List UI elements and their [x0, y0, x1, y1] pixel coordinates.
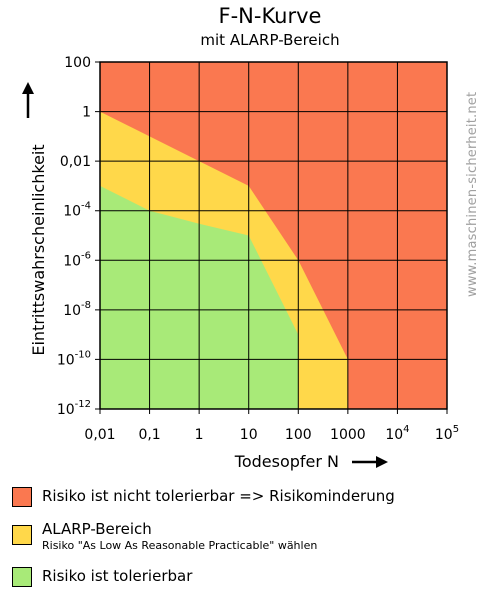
x-tick-label: 104: [385, 424, 409, 443]
x-tick-label: 0,01: [84, 427, 115, 443]
y-axis-label: Eintrittswahrscheinlichkeit: [29, 144, 48, 355]
legend-sublabel: Risiko "As Low As Reasonable Practicable…: [42, 539, 318, 552]
chart-subtitle: mit ALARP-Bereich: [200, 31, 340, 49]
legend-label: Risiko ist nicht tolerierbar => Risikomi…: [42, 487, 395, 505]
y-tick-label: 100: [64, 55, 91, 71]
plot-frame: [99, 61, 448, 410]
y-tick-label: 1: [82, 105, 91, 121]
legend-label: ALARP-Bereich: [42, 520, 152, 538]
legend-swatch: [12, 525, 32, 545]
legend-swatch: [12, 567, 32, 587]
x-axis-label: Todesopfer N: [234, 452, 339, 471]
x-axis-arrow-head: [376, 456, 388, 468]
watermark-text: www.maschinen-sicherheit.net: [465, 91, 480, 297]
y-tick-label: 10-4: [63, 201, 91, 220]
x-tick-label: 1000: [330, 427, 366, 443]
legend-swatch: [12, 487, 32, 507]
x-tick-label: 105: [435, 424, 459, 443]
legend-label: Risiko ist tolerierbar: [42, 567, 193, 585]
y-tick-label: 10-10: [57, 349, 91, 368]
x-tick-label: 100: [285, 427, 312, 443]
x-tick-label: 1: [195, 427, 204, 443]
chart-title: F-N-Kurve: [218, 4, 322, 28]
y-tick-label: 10-8: [63, 300, 91, 319]
y-tick-label: 0,01: [60, 154, 91, 170]
x-tick-label: 10: [240, 427, 258, 443]
x-tick-label: 0,1: [138, 427, 160, 443]
y-axis-arrow-head: [22, 82, 34, 94]
y-tick-label: 10-12: [57, 399, 91, 418]
y-tick-label: 10-6: [63, 250, 91, 269]
